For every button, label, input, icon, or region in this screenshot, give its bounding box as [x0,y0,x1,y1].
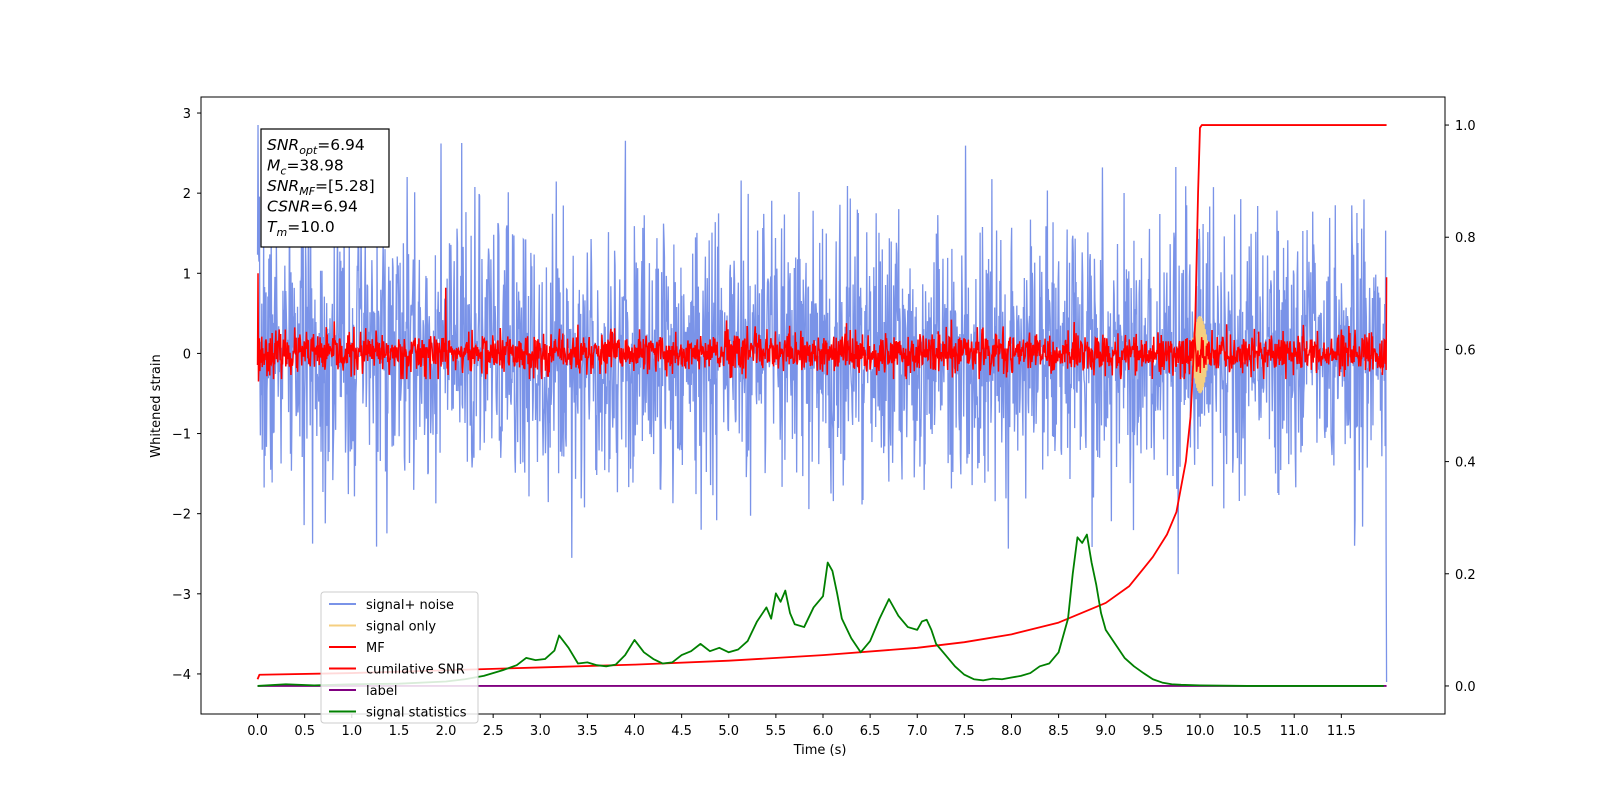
x-tick-label: 3.5 [577,724,598,739]
x-tick-label: 4.0 [624,724,645,739]
x-tick-label: 5.0 [718,724,739,739]
x-tick-label: 11.5 [1327,724,1356,739]
x-tick-label: 4.5 [671,724,692,739]
x-tick-label: 7.0 [907,724,928,739]
x-tick-label: 0.5 [294,724,315,739]
x-tick-label: 1.5 [389,724,410,739]
x-tick-label: 0.0 [247,724,268,739]
series-cumulative-snr-line [256,124,1387,680]
x-tick-label: 1.0 [341,724,362,739]
legend-label: signal+ noise [366,598,454,613]
annotation-line: Mc=38.98 [267,157,344,178]
annotation-line: SNRMF=[5.28] [267,177,375,198]
y-tick-label: −4 [172,668,191,683]
y-tick-label: −3 [172,588,191,603]
x-tick-label: 2.0 [436,724,457,739]
x-tick-label: 7.5 [954,724,975,739]
legend-label: signal statistics [366,706,467,721]
legend-label: cumilative SNR [366,663,465,678]
annotation-box: SNRopt=6.94Mc=38.98SNRMF=[5.28]CSNR=6.94… [260,128,390,248]
y-tick-label: 2 [183,187,191,202]
y-tick-label: 3 [183,107,191,122]
ticks: 0.0 0.5 1.0 1.5 2.0 2.5 3.0 3.5 4.0 4.5 5.0 5.5 6.0 6… [172,107,1476,739]
series-mf-line [256,273,1388,382]
y2-tick-label: 0.2 [1455,568,1476,583]
y2-tick-label: 0.4 [1455,456,1476,471]
x-tick-label: 5.5 [766,724,787,739]
series-signal-statistics-line [257,533,1384,687]
y-tick-label: 1 [183,267,191,282]
x-tick-label: 6.0 [813,724,834,739]
annotation-frame [260,128,390,248]
x-tick-label: 10.0 [1185,724,1214,739]
y2-tick-label: 0.6 [1455,343,1476,358]
y2-tick-label: 1.0 [1455,119,1476,134]
annotation-line: Tm=10.0 [267,218,335,239]
y-axis-label: Whitened strain [149,354,164,457]
x-tick-label: 3.0 [530,724,551,739]
x-tick-label: 10.5 [1233,724,1262,739]
legend-label: label [366,684,397,699]
x-axis-label: Time (s) [793,743,847,758]
y-tick-label: −1 [172,428,191,443]
y2-tick-label: 0.0 [1455,680,1476,695]
legend: signal+ noise signal only MF cumilative SNR… [320,591,479,724]
y-tick-label: −2 [172,508,191,523]
x-tick-label: 9.5 [1143,724,1164,739]
legend-label: MF [366,641,385,656]
y2-tick-label: 0.8 [1455,231,1476,246]
x-tick-label: 11.0 [1280,724,1309,739]
x-tick-label: 2.5 [483,724,504,739]
x-tick-label: 8.5 [1048,724,1069,739]
x-tick-label: 9.0 [1095,724,1116,739]
legend-label: signal only [366,620,436,635]
annotation-line: CSNR=6.94 [267,198,358,216]
x-tick-label: 8.0 [1001,724,1022,739]
legend-frame [320,591,479,724]
x-tick-label: 6.5 [860,724,881,739]
y-tick-label: 0 [183,347,191,362]
annotation-line: SNRopt=6.94 [267,136,365,157]
